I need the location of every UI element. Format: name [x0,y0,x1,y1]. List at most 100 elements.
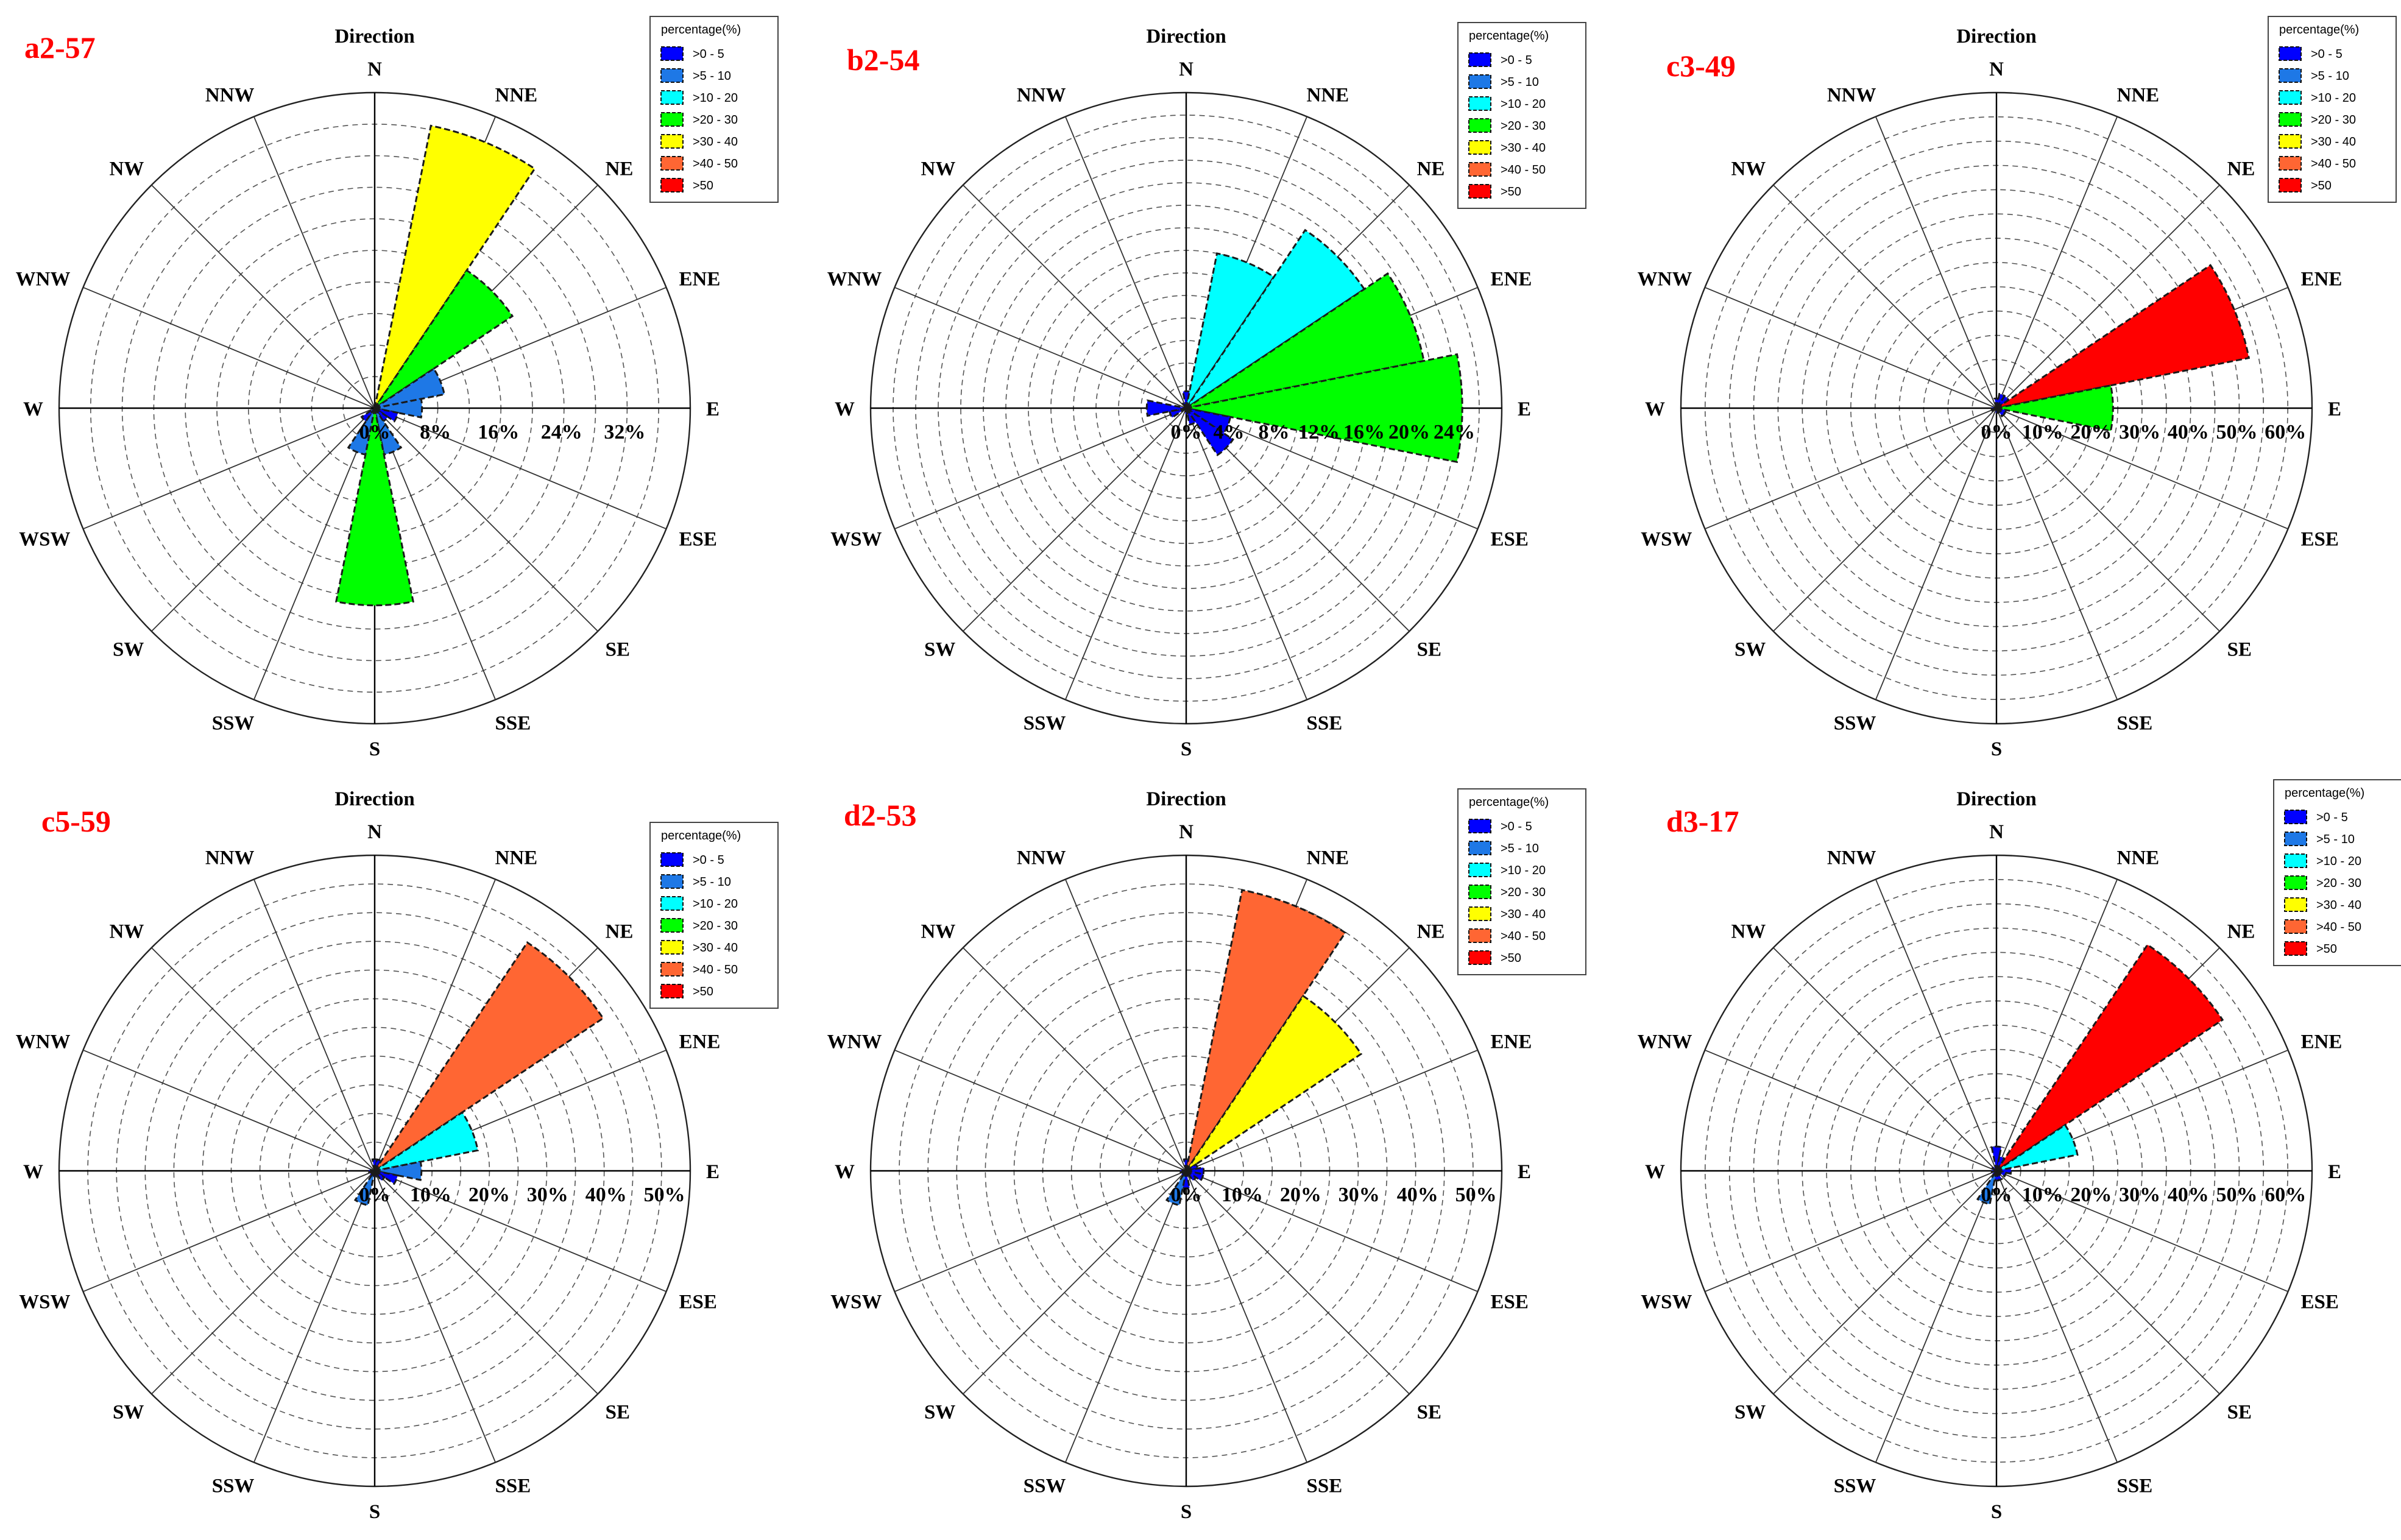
direction-label-SW: SW [1734,639,1766,661]
spoke-SSE [1996,1170,2118,1463]
spoke-WNW [83,286,375,409]
direction-label-SE: SE [606,639,630,661]
spoke-SW [1773,408,1997,632]
radial-tick-label: 60% [2265,1184,2306,1206]
legend-swatch [1468,819,1491,833]
legend-entry: >20 - 30 [2311,113,2356,127]
wind-rose-panel-b2-54: N NNE NE ENE E ESE SE SSE S SSW SW WSW W WNW NW NNW Dire… [827,22,1586,760]
petal-ESE [1186,407,1232,435]
direction-label-NE: NE [606,920,634,942]
legend-title: percentage(%) [661,23,741,37]
spoke-NNE [374,879,497,1171]
radial-tick-label: 60% [2265,421,2306,443]
petal-W [1990,1168,1997,1173]
spoke-WSW [894,1170,1187,1293]
spoke-ESE [1996,1170,2288,1293]
spoke-SSW [253,408,375,700]
direction-label-SE: SE [2227,639,2252,661]
petal-NE [1185,994,1363,1172]
spoke-NNW [1064,879,1187,1171]
legend-swatch [660,874,684,889]
legend-swatch [660,46,684,61]
direction-label-WSW: WSW [19,529,70,551]
legend-swatch [1468,906,1491,921]
legend-entry: >10 - 20 [2316,855,2361,868]
radial-tick-label: 32% [604,421,645,443]
direction-label-NE: NE [1417,920,1445,942]
legend-swatch [660,896,684,911]
direction-label-NNE: NNE [495,847,538,869]
legend-entry: >0 - 5 [2311,48,2343,61]
direction-label-S: S [369,738,380,760]
direction-label-SSE: SSE [2117,713,2153,735]
legend-entry: >40 - 50 [1501,930,1546,943]
legend-title: percentage(%) [1469,796,1549,809]
legend-entry: >5 - 10 [2311,69,2349,83]
legend-entry: >30 - 40 [2311,135,2356,149]
direction-label-SSW: SSW [1024,713,1066,735]
spoke-ESE [374,1170,667,1293]
legend-swatch [2279,156,2302,171]
radial-tick-label: 40% [2168,1184,2209,1206]
radial-tick-label: 10% [2022,1184,2063,1206]
petal-SW [368,1170,376,1178]
direction-label-SSE: SSE [2117,1475,2153,1497]
direction-label-NE: NE [1417,158,1445,180]
spoke-SSW [1064,408,1187,700]
direction-label-NNE: NNE [2117,85,2160,107]
legend-entry: >50 [2316,942,2337,956]
legend-entry: >5 - 10 [1501,842,1539,855]
direction-label-NNW: NNW [1017,847,1066,869]
axis-title: Direction [1956,788,2036,810]
direction-label-E: E [2328,398,2341,420]
direction-label-NNE: NNE [495,85,538,107]
legend-entry: >5 - 10 [693,69,731,83]
direction-label-E: E [706,1161,720,1183]
radial-tick-label: 16% [478,421,519,443]
direction-label-WSW: WSW [830,1291,882,1313]
legend-swatch [2284,875,2307,890]
direction-label-W: W [1645,1161,1665,1183]
spoke-SSE [374,408,497,700]
petal-ENE [1996,1123,2079,1172]
petal-NNE [1185,889,1347,1171]
petal-E [374,1160,423,1181]
legend-entry: >50 [2311,179,2332,192]
petal-NE [373,269,514,409]
direction-label-WSW: WSW [1641,1291,1692,1313]
direction-label-SE: SE [1417,639,1441,661]
direction-label-NW: NW [921,158,956,180]
spoke-ESE [1186,1170,1478,1293]
direction-label-SSE: SSE [1307,1475,1343,1497]
direction-label-SSW: SSW [212,1475,255,1497]
legend-entry: >5 - 10 [2316,833,2355,846]
spoke-NW [1773,185,1997,409]
radial-tick-label: 8% [1259,421,1290,443]
direction-label-W: W [835,398,855,420]
direction-label-ENE: ENE [679,1031,721,1053]
legend-entry: >20 - 30 [693,113,738,127]
legend-entry: >10 - 20 [1501,864,1546,877]
radial-tick-label: 20% [469,1184,510,1206]
direction-label-N: N [1989,58,2004,80]
legend-title: percentage(%) [661,829,741,842]
petal-NNW [1181,401,1187,409]
legend-swatch [660,852,684,867]
petal-N [1990,1145,2003,1171]
petal-SW [360,407,376,423]
radial-tick-label: 24% [1434,421,1475,443]
direction-label-ENE: ENE [679,269,721,291]
direction-label-NNW: NNW [205,847,255,869]
direction-label-NW: NW [1731,158,1766,180]
direction-label-NE: NE [606,158,634,180]
legend-entry: >5 - 10 [1501,76,1539,89]
axis-title: Direction [1956,26,2036,48]
spoke-SW [151,1170,375,1394]
spoke-WNW [1705,1049,1997,1171]
petal-SSW [1165,1170,1187,1207]
legend: percentage(%) >0 - 5 >5 - 10 >10 - 20 >20 - … [2273,779,2401,966]
direction-label-N: N [1179,821,1193,843]
spoke-WNW [1705,286,1997,409]
legend-swatch [2284,810,2307,824]
